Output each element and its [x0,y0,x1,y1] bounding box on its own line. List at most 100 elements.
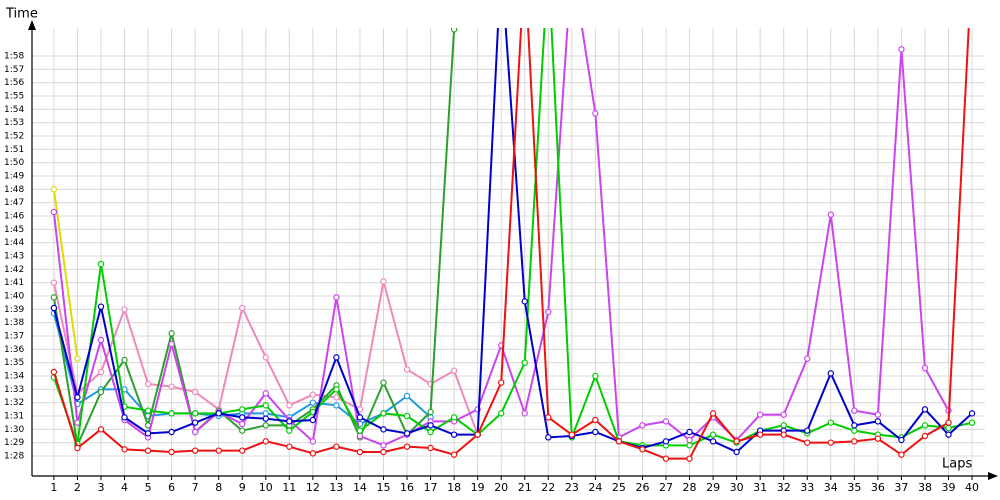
y-tick-label: 1:51 [4,145,24,155]
y-tick-label: 1:37 [4,332,24,342]
point [874,411,882,418]
point [239,447,246,454]
point [827,439,834,446]
point [121,414,128,421]
point [286,427,293,434]
point [709,431,717,438]
point [168,340,175,348]
y-tick-label: 1:46 [4,212,24,222]
y-tick-label: 1:38 [4,318,24,328]
point [168,330,175,337]
point [709,410,717,417]
point [592,428,599,436]
x-axis-title: Laps [942,457,972,472]
y-tick-label: 1:31 [4,412,24,422]
point [450,431,458,438]
point [356,432,364,440]
x-tick-label: 16 [400,481,414,494]
point [921,422,929,429]
point [191,428,199,436]
x-tick-label: 35 [847,481,861,494]
y-tick-label: 1:53 [4,118,24,128]
point [450,367,458,374]
point [592,416,599,424]
point [168,383,175,390]
point [403,443,411,450]
y-tick-label: 1:40 [4,292,24,302]
point [333,443,340,450]
point [380,410,387,417]
point [191,388,199,396]
point [144,430,152,437]
point [898,451,905,458]
x-tick-label: 38 [918,481,932,494]
point [50,294,58,301]
point [733,448,740,456]
point [144,380,152,388]
x-tick-label: 22 [541,481,555,494]
y-tick-label: 1:42 [4,265,24,275]
point [804,439,811,446]
point [545,308,552,316]
x-tick-label: 8 [215,481,222,494]
x-tick-label: 15 [376,481,390,494]
x-tick-label: 2 [74,481,81,494]
point [97,260,105,268]
x-tick-label: 19 [471,481,485,494]
y-tick-label: 1:39 [4,305,24,315]
point [851,427,858,434]
point [851,422,858,429]
point [97,426,105,433]
point [191,447,199,454]
x-tick-label: 32 [777,481,791,494]
point [403,430,411,437]
point [450,451,458,458]
point [403,392,411,400]
point [521,298,528,305]
point [50,186,58,193]
y-tick-label: 1:30 [4,425,24,435]
point [356,448,364,456]
point [427,428,434,436]
point [780,431,787,438]
point [686,428,693,436]
point [333,394,340,401]
point [356,427,364,434]
point [521,410,528,417]
y-axis-arrow [28,20,36,30]
point [215,447,222,454]
y-tick-label: 1:55 [4,92,24,102]
x-tick-label: 20 [494,481,508,494]
point [968,419,976,426]
point [50,304,58,312]
point [50,279,58,286]
x-tick-label: 30 [730,481,744,494]
y-tick-label: 1:43 [4,252,24,262]
point [898,436,905,444]
point [239,304,246,312]
series-line [52,28,973,454]
point [191,419,199,426]
y-tick-label: 1:32 [4,398,24,408]
x-tick-label: 9 [239,481,246,494]
point [74,444,81,452]
point [686,436,693,444]
point [50,208,58,216]
point [380,448,387,456]
point [262,438,269,445]
x-tick-label: 18 [447,481,461,494]
point [144,447,152,454]
point [74,355,81,362]
point [851,438,858,445]
point [662,438,670,445]
x-tick-label: 1 [50,481,57,494]
point [945,431,952,438]
point [921,432,929,440]
series-line [52,29,456,449]
point [592,110,599,117]
point [144,407,152,414]
point [191,410,199,417]
x-tick-label: 11 [282,481,296,494]
point [239,420,246,428]
